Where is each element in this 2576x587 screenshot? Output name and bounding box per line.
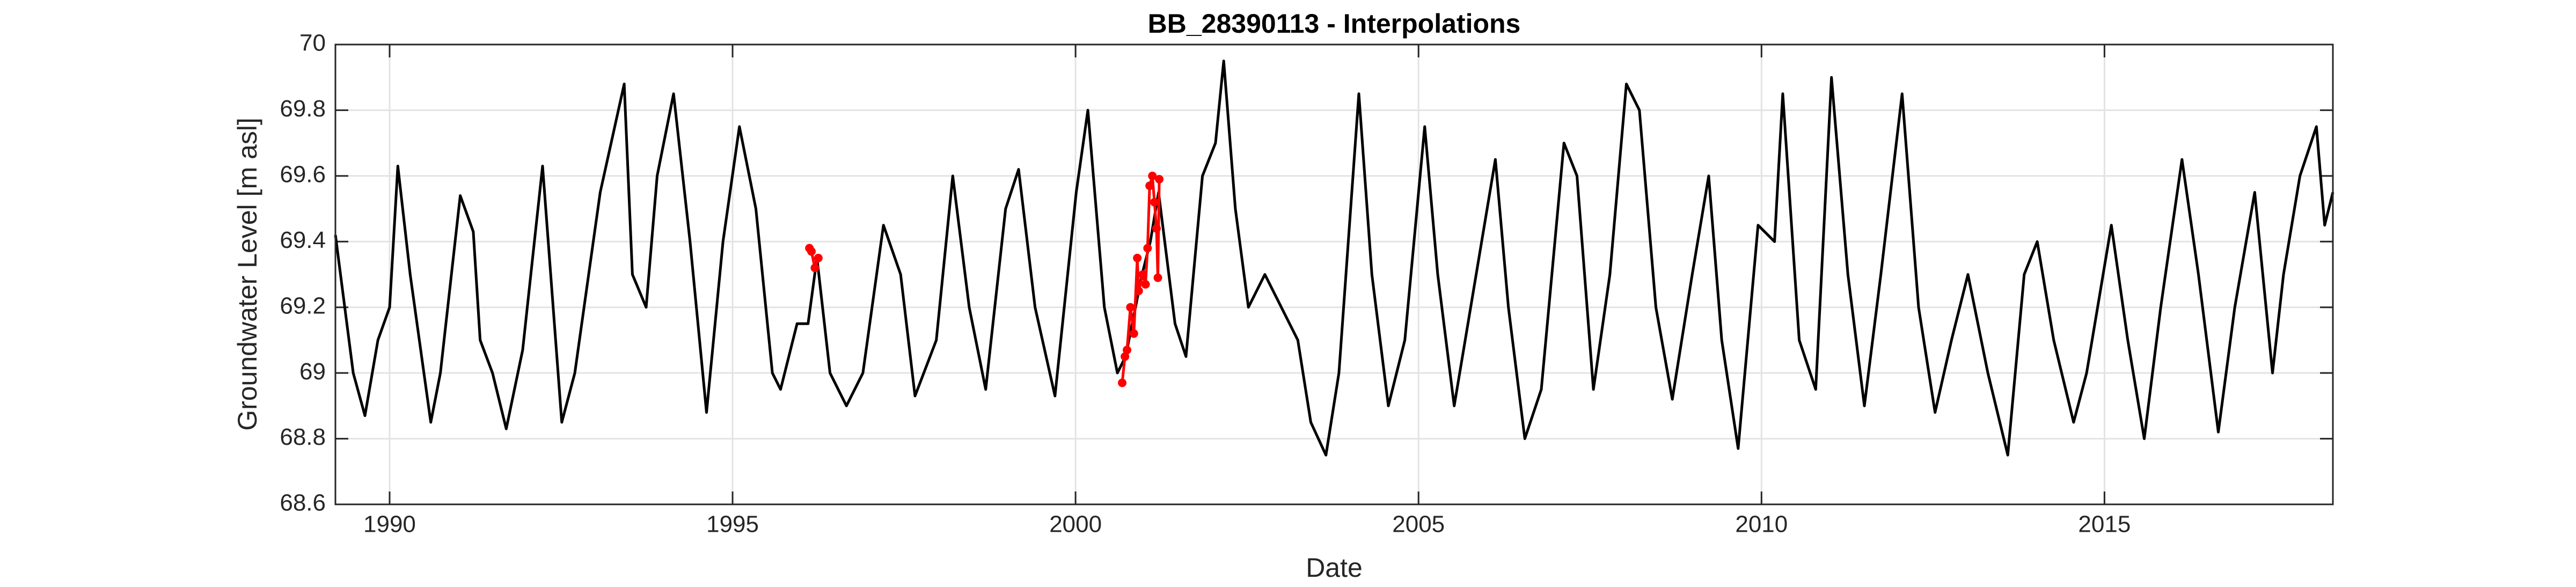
data-point <box>1148 171 1157 180</box>
data-point <box>1153 273 1162 282</box>
data-point <box>810 263 819 273</box>
data-point <box>1138 270 1147 279</box>
y-tick-label: 69.8 <box>280 96 326 122</box>
y-tick-label: 68.8 <box>280 424 326 450</box>
data-point <box>1133 253 1142 262</box>
data-point <box>1126 303 1135 312</box>
y-tick-label: 69.4 <box>280 227 326 253</box>
x-tick-label: 2010 <box>1735 511 1788 538</box>
data-point <box>1143 244 1152 253</box>
x-tick-label: 2015 <box>2078 511 2131 538</box>
y-axis-label: Groundwater Level [m asl] <box>232 118 262 431</box>
y-tick-label: 69.2 <box>280 292 326 319</box>
x-tick-label: 2005 <box>1392 511 1445 538</box>
x-tick-label: 1990 <box>363 511 416 538</box>
y-tick-label: 69.6 <box>280 161 326 187</box>
x-axis-label: Date <box>1306 553 1363 583</box>
data-point <box>1150 197 1159 207</box>
x-tick-label: 2000 <box>1049 511 1102 538</box>
axes-box <box>334 43 2334 505</box>
x-tick-label: 1995 <box>706 511 759 538</box>
data-point <box>1141 280 1150 289</box>
data-point <box>814 253 823 262</box>
data-point <box>1134 287 1143 296</box>
data-point <box>807 247 816 256</box>
data-point <box>1155 174 1164 184</box>
data-point <box>1122 346 1131 355</box>
y-tick-label: 69 <box>299 358 326 385</box>
plot-area <box>335 45 2333 504</box>
data-point <box>1118 378 1127 387</box>
data-point <box>1152 224 1161 233</box>
y-tick-label: 70 <box>299 30 326 56</box>
data-point <box>1129 329 1138 338</box>
series-line <box>334 60 2334 457</box>
data-point <box>1121 352 1130 361</box>
data-point <box>1145 181 1154 190</box>
y-tick-label: 68.6 <box>280 490 326 516</box>
chart-title: BB_28390113 - Interpolations <box>1148 9 1521 39</box>
